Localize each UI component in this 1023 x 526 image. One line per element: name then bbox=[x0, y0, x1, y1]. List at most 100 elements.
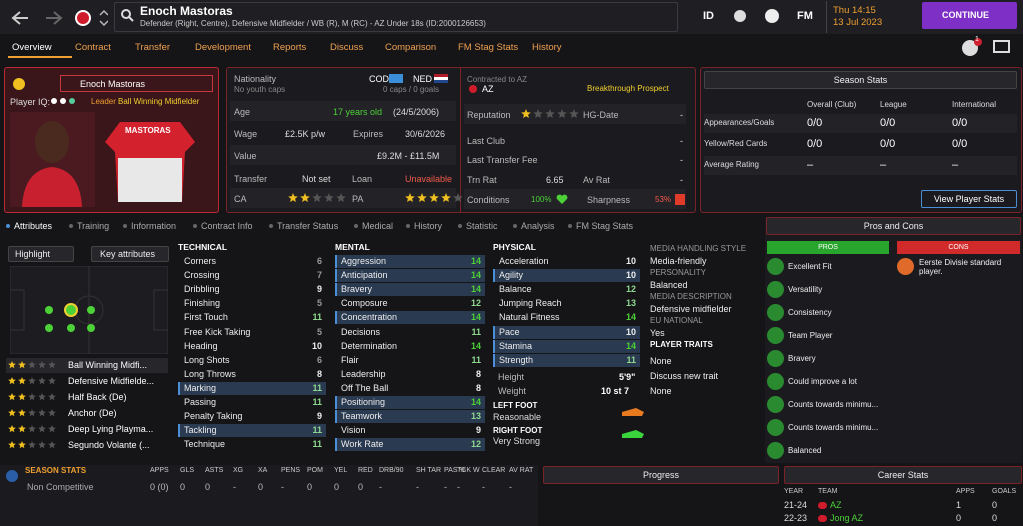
nav-tab[interactable]: Overview bbox=[12, 42, 52, 53]
row-bg bbox=[230, 101, 456, 121]
cell: - bbox=[482, 482, 485, 492]
role-stars bbox=[8, 441, 58, 451]
nav-tab[interactable]: Discuss bbox=[330, 42, 364, 53]
label: Last Club bbox=[467, 136, 506, 146]
role-name[interactable]: Defensive Midfielde... bbox=[68, 376, 155, 386]
attribute-value: 11 bbox=[312, 425, 322, 436]
nav-arrows bbox=[11, 9, 108, 27]
attribute-name: Positioning bbox=[341, 397, 386, 407]
column-header: Overall (Club) bbox=[807, 100, 857, 109]
attribute-name: Passing bbox=[184, 397, 217, 407]
cell: 0 bbox=[307, 482, 313, 492]
star-rating bbox=[8, 393, 56, 401]
label: Trn Rat bbox=[467, 175, 497, 185]
nav-tab[interactable]: FM Stag Stats bbox=[458, 42, 519, 53]
profile-name: Enoch Mastoras bbox=[80, 79, 146, 89]
key-highlight bbox=[493, 339, 640, 353]
cell: 0/0 bbox=[807, 117, 823, 129]
fm-button[interactable]: FM bbox=[797, 10, 813, 22]
highlight-dropdown[interactable]: Highlight bbox=[8, 246, 74, 262]
attribute-value: 12 bbox=[625, 284, 636, 295]
attribute-name: Off The Ball bbox=[341, 382, 389, 393]
role-name[interactable]: Half Back (De) bbox=[68, 392, 127, 402]
attribute-name: Marking bbox=[184, 382, 217, 393]
career-title[interactable]: Career Stats bbox=[784, 466, 1022, 484]
column-header: RED bbox=[358, 467, 373, 474]
column-header: AV RAT bbox=[509, 467, 534, 474]
pro-text: Balanced bbox=[788, 446, 822, 455]
row-label: Appearances/Goals bbox=[704, 118, 775, 127]
view-stats-button[interactable]: View Player Stats bbox=[921, 190, 1017, 208]
transfer: Not set bbox=[302, 174, 331, 184]
role-name[interactable]: Anchor (De) bbox=[68, 408, 117, 418]
role-name[interactable]: Ball Winning Midfi... bbox=[68, 360, 148, 370]
key-highlight bbox=[335, 311, 485, 325]
trn-rat: 6.65 bbox=[546, 175, 564, 185]
captain-icon bbox=[13, 78, 25, 90]
continue-button[interactable] bbox=[922, 2, 1017, 29]
tab-underline bbox=[8, 56, 72, 58]
cell: – bbox=[952, 159, 959, 171]
attribute-name: Finishing bbox=[184, 298, 221, 309]
search-icon bbox=[121, 9, 134, 22]
dob: (24/5/2006) bbox=[393, 107, 440, 117]
sub-tab[interactable]: Transfer Status bbox=[277, 221, 339, 231]
season-table-title[interactable]: SEASON STATS bbox=[25, 466, 87, 475]
role-name[interactable]: Deep Lying Playma... bbox=[68, 424, 154, 434]
key-attributes-dropdown[interactable]: Key attributes bbox=[91, 246, 169, 262]
media-title: MEDIA DESCRIPTION bbox=[650, 292, 732, 301]
role-name[interactable]: Segundo Volante (... bbox=[68, 440, 150, 450]
info-panel bbox=[226, 67, 696, 213]
sub-tab[interactable]: FM Stag Stats bbox=[576, 221, 634, 231]
label: Last Transfer Fee bbox=[467, 155, 538, 165]
nav-tab[interactable]: Reports bbox=[273, 42, 307, 53]
pro-text: Could improve a lot bbox=[788, 377, 857, 386]
label: LEFT FOOT bbox=[493, 401, 538, 410]
nav-tab[interactable]: Contract bbox=[75, 42, 111, 53]
nation: NED bbox=[413, 74, 433, 84]
sub-tab[interactable]: Analysis bbox=[521, 221, 555, 231]
attribute-value: 14 bbox=[470, 284, 481, 295]
label: Height bbox=[498, 372, 525, 382]
nav-tab[interactable]: Development bbox=[195, 42, 251, 53]
pro-text: Counts towards minimu... bbox=[788, 423, 879, 432]
column-header: ASTS bbox=[205, 467, 224, 474]
column-header: YEAR bbox=[784, 488, 804, 495]
role-stars bbox=[8, 393, 58, 403]
stars bbox=[521, 109, 581, 121]
cell: – bbox=[880, 159, 887, 171]
row-bg bbox=[704, 156, 1017, 175]
attribute-value: 12 bbox=[470, 439, 481, 450]
cell: AZ bbox=[830, 500, 842, 510]
attribute-name: Composure bbox=[341, 298, 388, 309]
progress-title[interactable]: Progress bbox=[543, 466, 779, 484]
status: Breakthrough Prospect bbox=[587, 84, 669, 93]
column-header: League bbox=[880, 100, 907, 109]
nav-tab[interactable]: Transfer bbox=[135, 42, 171, 53]
season-stats-title[interactable]: Season Stats bbox=[704, 71, 1017, 89]
height: 5'9" bbox=[619, 372, 636, 382]
cell: 0 bbox=[358, 482, 364, 492]
notification-count: 1 bbox=[975, 36, 979, 43]
attribute-value: 14 bbox=[470, 340, 481, 351]
attribute-value: 9 bbox=[316, 284, 322, 295]
discuss-trait[interactable]: Discuss new trait bbox=[650, 371, 719, 381]
star-rating bbox=[405, 193, 463, 202]
attribute-value: 11 bbox=[312, 397, 322, 407]
nav-tab[interactable]: History bbox=[532, 42, 562, 53]
sub-tab[interactable]: Statistic bbox=[466, 221, 498, 231]
sub-tab[interactable]: Information bbox=[131, 221, 177, 231]
attribute-value: 14 bbox=[470, 270, 481, 281]
sub-tab[interactable]: Training bbox=[77, 221, 110, 231]
search-box[interactable] bbox=[114, 2, 678, 32]
loan: Unavailable bbox=[405, 174, 453, 184]
sub-tab[interactable]: Attributes bbox=[14, 221, 53, 231]
label: Value bbox=[234, 151, 257, 161]
sub-tab[interactable]: Contract Info bbox=[201, 221, 253, 231]
nav-tab[interactable]: Comparison bbox=[385, 42, 437, 53]
label: Transfer bbox=[234, 174, 268, 184]
id-button[interactable]: ID bbox=[703, 10, 714, 22]
sub-tab[interactable]: Medical bbox=[362, 221, 394, 231]
pros-cons-title[interactable]: Pros and Cons bbox=[766, 217, 1021, 235]
sub-tab[interactable]: History bbox=[414, 221, 443, 231]
